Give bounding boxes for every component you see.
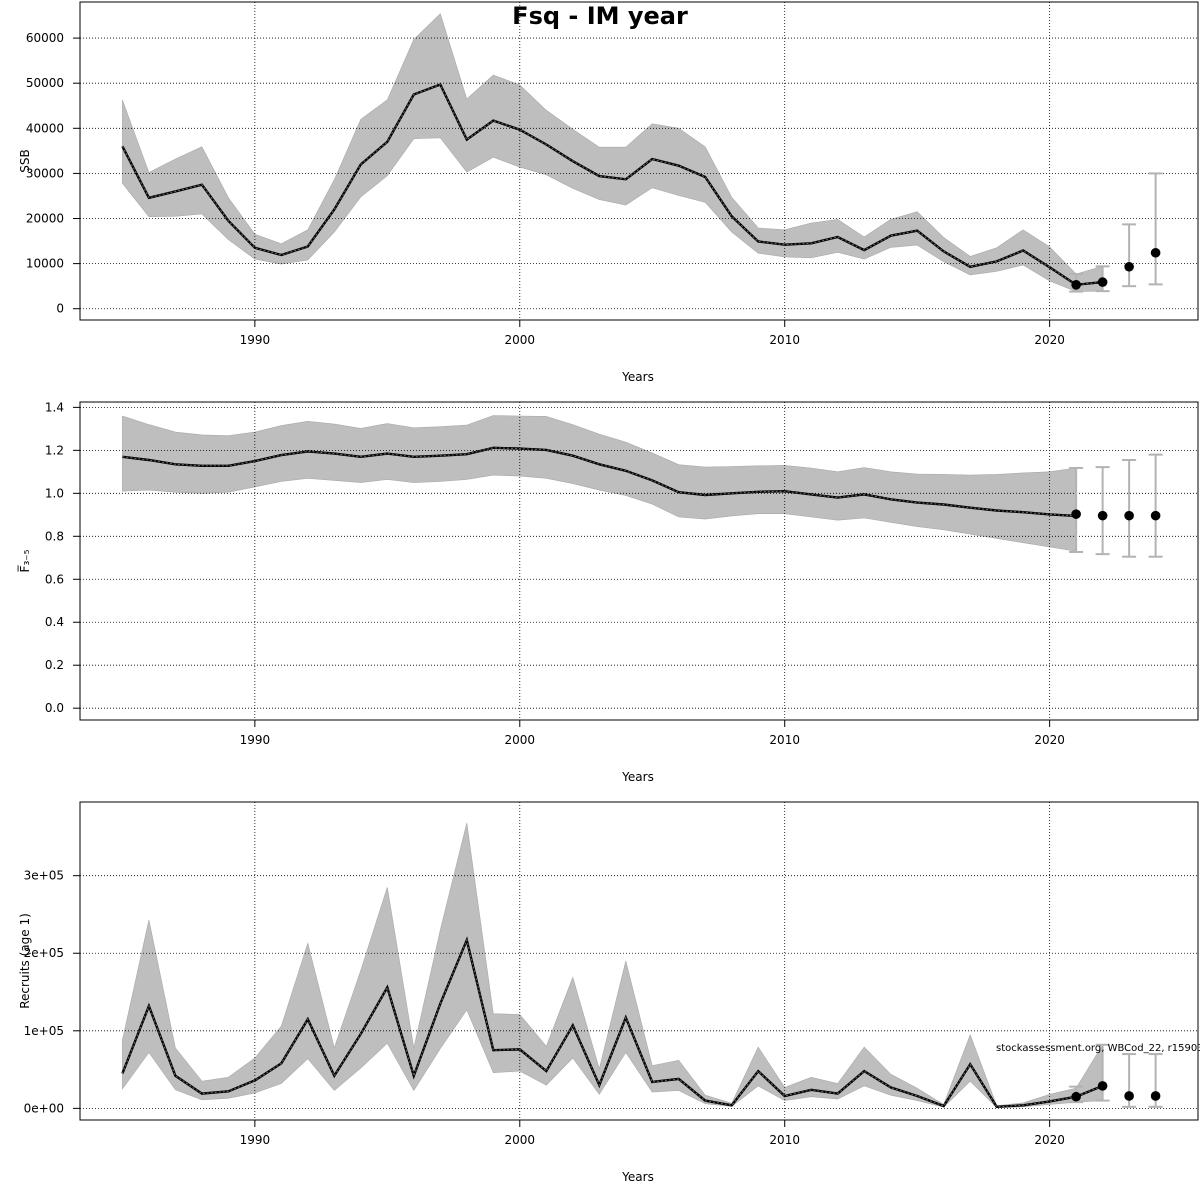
recruits-forecast-point xyxy=(1124,1091,1134,1101)
ssb-y-axis-label: SSB xyxy=(18,149,32,172)
recruits-forecast-point xyxy=(1071,1091,1081,1102)
recruits-forecast-point xyxy=(1097,1081,1108,1091)
ssb-y-tick-label: 30000 xyxy=(26,166,64,180)
ssb-x-tick-label: 1990 xyxy=(240,333,271,347)
ssb-plot-frame xyxy=(79,1,1199,321)
watermark-text: stockassessment.org, WBCod_22, r15903 xyxy=(996,1043,1200,1054)
panel-recruits: 1990 2000 2010 2020 0e+00 1e+05 2e+05 3e+05 Year… xyxy=(18,801,1199,1184)
fbar-y-tick-label: 1.2 xyxy=(45,443,64,457)
fbar-y-tick-label: 1.4 xyxy=(45,400,64,414)
recruits-y-tick-label: 1e+05 xyxy=(24,1024,64,1038)
fbar-y-tick-label: 0.6 xyxy=(45,572,64,586)
fbar-x-axis-label: Years xyxy=(621,770,654,784)
ssb-y-tick-label: 50000 xyxy=(26,76,64,90)
ssb-x-tick-label: 2010 xyxy=(769,333,800,347)
recruits-x-tick-label: 2010 xyxy=(769,1133,800,1147)
recruits-y-axis-label: Recruits (age 1) xyxy=(18,913,32,1009)
ssb-estimate-dots xyxy=(121,83,1103,286)
ssb-y-tick-label: 0 xyxy=(56,302,64,316)
fbar-x-tick-label: 1990 xyxy=(240,733,271,747)
fbar-y-tick-label: 0.0 xyxy=(45,701,64,715)
ssb-y-tick-label: 60000 xyxy=(26,31,64,45)
fbar-x-tick-label: 2000 xyxy=(505,733,536,747)
panel-fbar: 1990 2000 2010 2020 0.0 0.2 0.4 0.6 0.8 1.0 1.2 1.4… xyxy=(17,400,1199,784)
ssb-forecast-point xyxy=(1071,280,1081,290)
ssb-x-tick-label: 2020 xyxy=(1034,333,1065,347)
fbar-y-axis-label: F̅₃₋₅ xyxy=(17,549,32,572)
fbar-y-tick-label: 1.0 xyxy=(45,486,64,500)
fbar-forecast-point xyxy=(1097,510,1108,521)
recruits-x-tick-label: 2020 xyxy=(1034,1133,1065,1147)
fbar-y-tick-label: 0.4 xyxy=(45,615,64,629)
recruits-x-tick-label: 2000 xyxy=(505,1133,536,1147)
recruits-plot-frame xyxy=(79,801,1199,1121)
fbar-plot-frame xyxy=(79,401,1199,721)
fbar-y-tick-label: 0.8 xyxy=(45,529,64,543)
ssb-forecast-point xyxy=(1124,261,1134,272)
fbar-y-tick-label: 0.2 xyxy=(45,658,64,672)
ssb-forecast-point xyxy=(1150,247,1161,258)
fbar-x-tick-label: 2010 xyxy=(769,733,800,747)
ssb-y-tick-label: 20000 xyxy=(26,212,64,226)
fbar-x-tick-label: 2020 xyxy=(1034,733,1065,747)
recruits-forecast-point xyxy=(1150,1091,1161,1101)
recruits-x-tick-label: 1990 xyxy=(240,1133,271,1147)
recruits-y-tick-label: 0e+00 xyxy=(24,1101,64,1115)
ssb-forecast-point xyxy=(1097,277,1108,287)
recruits-y-tick-label: 3e+05 xyxy=(24,869,64,883)
recruits-estimate-dots xyxy=(121,938,1103,1108)
ssb-y-tick-label: 40000 xyxy=(26,121,64,135)
fbar-forecast-point xyxy=(1071,509,1081,519)
fbar-forecast-point xyxy=(1150,510,1161,521)
fbar-estimate-dots xyxy=(122,447,1077,517)
ssb-x-tick-label: 2000 xyxy=(505,333,536,347)
recruits-x-axis-label: Years xyxy=(621,1170,654,1184)
ssb-x-axis-label: Years xyxy=(621,370,654,384)
recruits-y-tick-label: 2e+05 xyxy=(24,946,64,960)
panel-ssb: 1990 2000 2010 2020 0 10000 20000 30000 40000 500… xyxy=(18,1,1199,384)
ssb-y-tick-label: 10000 xyxy=(26,257,64,271)
fbar-forecast-point xyxy=(1124,510,1134,521)
